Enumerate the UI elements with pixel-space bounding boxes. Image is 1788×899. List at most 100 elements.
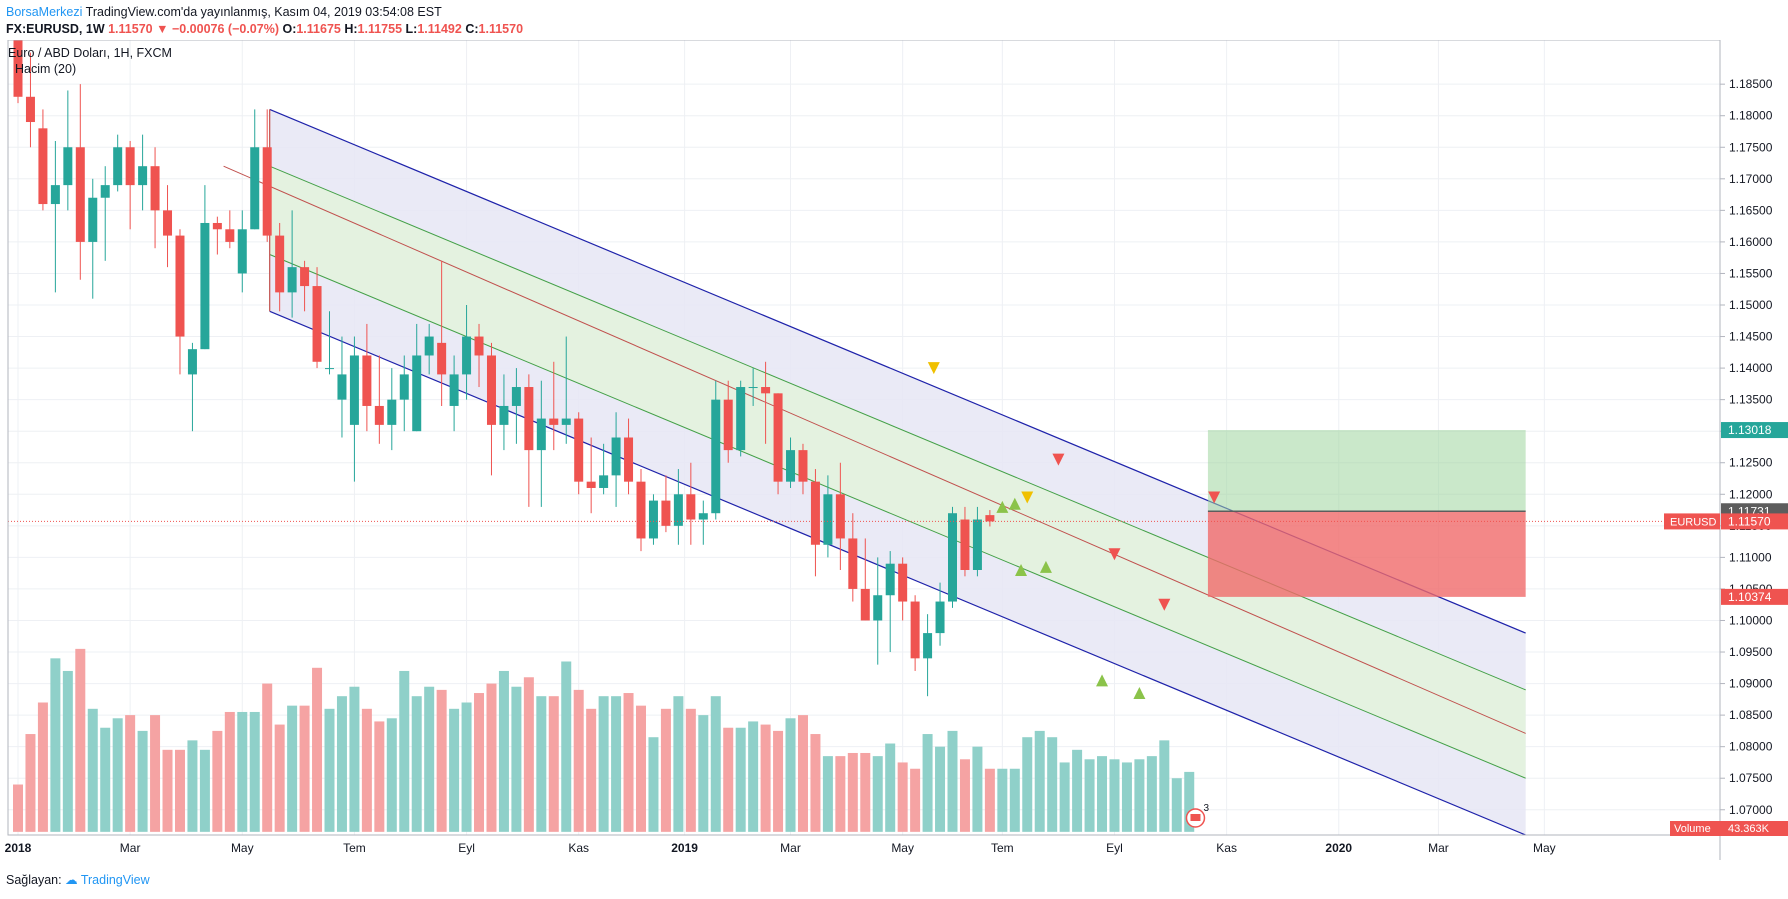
tradingview-icon: ☁ [65, 873, 78, 887]
time-tick-label: 2019 [671, 841, 698, 855]
volume-bar [386, 718, 397, 832]
candle-body [985, 515, 995, 522]
volume-bar [13, 784, 23, 832]
candle-body [63, 147, 73, 186]
time-tick-label: Kas [1216, 841, 1237, 855]
regression-channel[interactable] [223, 108, 1526, 835]
time-tick-label: Mar [780, 841, 801, 855]
candle-body [549, 418, 559, 425]
footer-prefix: Sağlayan: [6, 873, 62, 887]
price-tick-label: 1.08000 [1729, 740, 1773, 754]
volume-bar [760, 724, 771, 832]
volume-bar [623, 693, 634, 832]
time-tick-label: Eyl [1106, 841, 1123, 855]
volume-bar [835, 756, 846, 832]
candle-body [972, 519, 982, 570]
legend-volume-study[interactable]: Hacim (20) [15, 62, 76, 76]
chart-header-published: BorsaMerkezi TradingView.com'da yayınlan… [6, 5, 442, 19]
candle-body [748, 387, 758, 389]
candle-body [88, 197, 98, 242]
volume-bar [561, 661, 572, 832]
time-tick-label: Tem [343, 841, 366, 855]
volume-bar [174, 749, 185, 832]
volume-bar [710, 696, 721, 832]
events-badge[interactable]: 3 [1185, 803, 1209, 828]
close-label: C: [465, 22, 479, 36]
volume-bar [262, 683, 273, 832]
volume-bar [274, 724, 285, 832]
volume-bar [498, 670, 509, 832]
volume-bar [249, 711, 260, 832]
candle-body [349, 355, 359, 425]
signal-markers [927, 362, 1221, 700]
target-zone [1207, 430, 1526, 512]
volume-bar [935, 746, 946, 832]
volume-bar [324, 708, 335, 832]
volume-bar [972, 746, 983, 832]
volume-label-value: 43.363K [1728, 823, 1770, 835]
volume-bar [860, 752, 871, 832]
volume-bar [399, 670, 410, 832]
candle-body [898, 563, 908, 602]
legend-title[interactable]: Euro / ABD Doları, 1H, FXCM [8, 46, 172, 60]
volume-bar [959, 759, 970, 832]
volume-bar [947, 730, 958, 832]
long-position-tool[interactable] [1207, 430, 1526, 597]
candle-body [773, 393, 783, 482]
buy-signal-icon [1096, 674, 1109, 687]
candle-body [462, 336, 472, 375]
volume-bar [511, 686, 522, 832]
volume-bar [735, 727, 746, 832]
author-name[interactable]: BorsaMerkezi [6, 5, 83, 19]
down-arrow-icon: ▼ [156, 22, 169, 36]
candle-body [723, 399, 733, 451]
time-axis[interactable]: 2018 Mar May Tem Eyl Kas 2019 Mar May Tem Eyl Kas 20… [5, 841, 1556, 855]
candle-body [586, 481, 596, 488]
candle-body [412, 355, 422, 432]
symbol-label: FX:EURUSD, 1W [6, 22, 105, 36]
candle-body [948, 513, 957, 602]
volume-bar [336, 696, 347, 832]
buy-signal-icon [996, 500, 1009, 513]
candle-body [698, 513, 708, 520]
volume-bar [660, 708, 671, 832]
channel-lower-line [269, 310, 1526, 835]
sell-signal-icon [1021, 491, 1034, 504]
volume-bar [187, 740, 198, 832]
volume-bar [1097, 756, 1108, 832]
candle-body [250, 147, 260, 230]
price-chart[interactable]: 1.18500 1.18000 1.17500 1.17000 1.16500 1.160… [0, 40, 1788, 860]
stop-zone [1207, 511, 1526, 597]
price-tick-label: 1.18000 [1729, 109, 1773, 123]
price-tick-label: 1.14000 [1729, 361, 1773, 375]
candle-body [300, 267, 310, 287]
symbol-tag-text: EURUSD [1670, 516, 1717, 528]
volume-bar [723, 727, 734, 832]
buy-signal-icon [1015, 564, 1028, 576]
volume-bar [137, 730, 148, 832]
candlestick-series[interactable] [13, 40, 995, 697]
volume-bar [237, 711, 248, 832]
footer-brand[interactable]: TradingView [80, 873, 150, 887]
volume-bar [1121, 762, 1132, 832]
price-axis[interactable]: 1.18500 1.18000 1.17500 1.17000 1.16500 1.160… [1720, 77, 1773, 817]
candle-body [711, 399, 721, 514]
price-tick-label: 1.17500 [1729, 140, 1773, 154]
volume-bar [810, 734, 821, 832]
time-tick-label: Tem [991, 841, 1014, 855]
volume-bar [37, 702, 48, 832]
footer: Sağlayan: ☁ TradingView [6, 872, 150, 887]
volume-bar [573, 689, 584, 832]
volume-bar [1109, 759, 1120, 832]
volume-bar [822, 756, 833, 832]
volume-bar [162, 749, 173, 832]
volume-bar [199, 749, 210, 832]
candle-body [437, 342, 447, 375]
candle-body [486, 355, 496, 425]
chart-header-ohlc: FX:EURUSD, 1W 1.11570 ▼ −0.00076 (−0.07%… [6, 22, 523, 36]
volume-bar [1184, 771, 1195, 832]
candle-body [287, 267, 297, 293]
candle-body [873, 595, 883, 621]
volume-bar [474, 693, 485, 832]
volume-bar [1084, 759, 1095, 832]
